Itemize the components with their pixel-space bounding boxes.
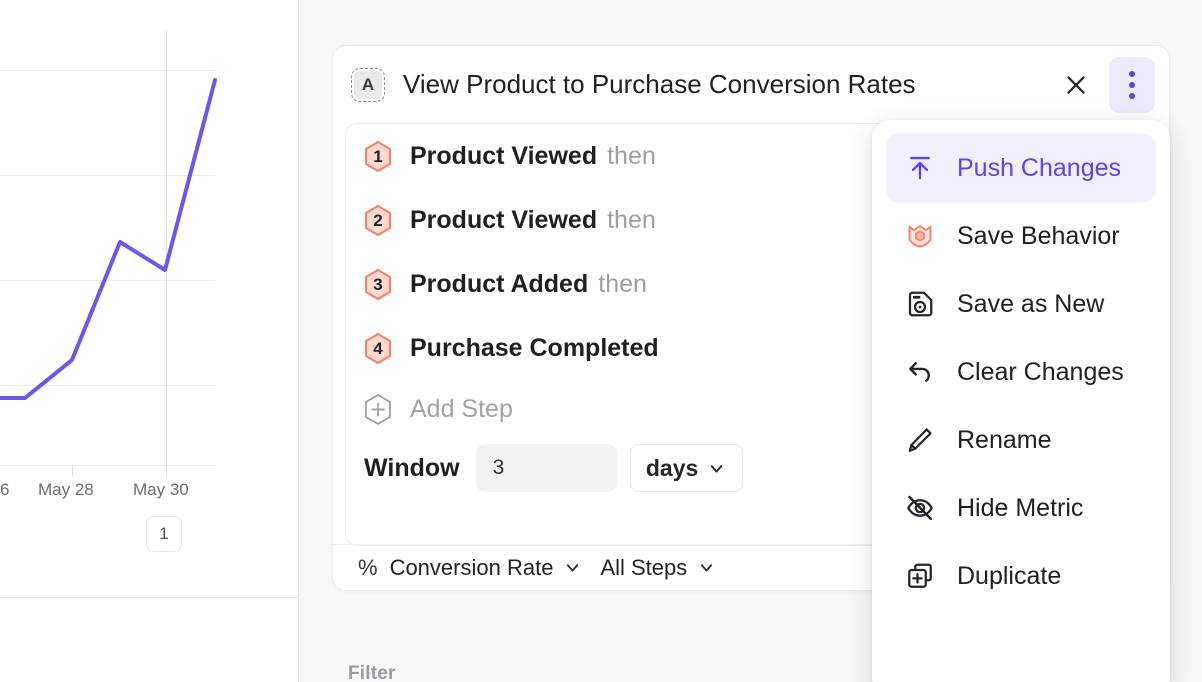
x-axis-tick-label: 6 xyxy=(0,480,10,499)
add-step-button[interactable]: Add Step xyxy=(346,380,1158,438)
step-event-label: Product Viewed xyxy=(410,205,598,234)
chart-gridlines xyxy=(0,70,215,466)
menu-item-clear-changes[interactable]: Clear Changes xyxy=(886,338,1156,406)
filter-section-label: Filter xyxy=(348,663,396,682)
metric-card-footer: % Conversion Rate All Steps xyxy=(333,544,1169,590)
window-value-input[interactable] xyxy=(475,444,617,492)
x-axis-tick-label: May 28 xyxy=(38,480,94,499)
step-number-hexagon-icon: 3 xyxy=(364,268,392,300)
metric-context-menu: Push Changes Save Behavior Save as N xyxy=(872,120,1170,682)
menu-item-label: Clear Changes xyxy=(957,357,1124,386)
chart-plot-area: 6 May 28 May 30 1 xyxy=(0,0,298,598)
menu-item-label: Push Changes xyxy=(957,153,1122,182)
menu-item-label: Duplicate xyxy=(957,561,1062,590)
metric-letter-badge[interactable]: A xyxy=(351,67,385,102)
window-label: Window xyxy=(364,453,460,482)
metric-card-header: A View Product to Purchase Conversion Ra… xyxy=(333,46,1169,123)
menu-item-push-changes[interactable]: Push Changes xyxy=(886,134,1156,202)
window-unit-label: days xyxy=(645,454,699,481)
close-button[interactable] xyxy=(1053,57,1099,113)
step-number-hexagon-icon: 1 xyxy=(364,140,392,172)
funnel-step-row[interactable]: 2 Product Viewed then xyxy=(346,188,1158,252)
step-number: 3 xyxy=(373,274,383,294)
floppy-disk-icon xyxy=(903,287,937,321)
chart-panel: 6 May 28 May 30 1 xyxy=(0,0,299,682)
metric-card-actions xyxy=(1053,56,1155,113)
chevron-down-icon xyxy=(567,564,579,572)
chart-x-ticks xyxy=(72,30,167,477)
kebab-menu-button[interactable] xyxy=(1109,56,1155,113)
shield-hexagon-icon xyxy=(903,219,937,253)
menu-item-duplicate[interactable]: Duplicate xyxy=(886,542,1156,610)
percent-symbol: % xyxy=(358,554,378,580)
x-axis-tick-label: May 30 xyxy=(133,480,189,499)
close-icon xyxy=(1067,75,1085,94)
metric-letter-badge-text: A xyxy=(354,70,382,99)
metric-card-title: View Product to Purchase Conversion Rate… xyxy=(403,69,916,99)
chart-series-line xyxy=(0,78,217,400)
window-unit-select[interactable]: days xyxy=(629,444,743,492)
pencil-icon xyxy=(903,423,937,457)
menu-item-save-as-new[interactable]: Save as New xyxy=(886,270,1156,338)
undo-arrow-icon xyxy=(903,355,937,389)
eye-off-icon xyxy=(903,491,937,525)
upload-arrow-icon xyxy=(903,151,937,185)
funnel-step-row[interactable]: 4 Purchase Completed xyxy=(346,316,1158,380)
menu-item-label: Save Behavior xyxy=(957,221,1120,250)
menu-item-label: Hide Metric xyxy=(957,493,1084,522)
step-event-label: Purchase Completed xyxy=(410,333,659,362)
metric-type-label: Conversion Rate xyxy=(389,554,554,580)
metric-scope-select[interactable]: All Steps xyxy=(600,555,716,581)
funnel-step-row[interactable]: 3 Product Added then xyxy=(346,252,1158,316)
menu-item-label: Save as New xyxy=(957,289,1105,318)
copy-plus-icon xyxy=(903,559,937,593)
step-number: 2 xyxy=(373,210,383,230)
step-connector-label: then xyxy=(598,269,647,298)
hexagon-plus-icon xyxy=(364,393,392,425)
line-chart xyxy=(0,30,217,477)
kebab-menu-icon xyxy=(1129,70,1135,99)
metric-scope-label: All Steps xyxy=(600,554,688,580)
menu-item-hide-metric[interactable]: Hide Metric xyxy=(886,474,1156,542)
menu-item-save-behavior[interactable]: Save Behavior xyxy=(886,202,1156,270)
step-event-label: Product Viewed xyxy=(410,141,598,170)
funnel-step-row[interactable]: 1 Product Viewed then xyxy=(346,124,1158,188)
step-number: 1 xyxy=(373,146,383,166)
menu-item-rename[interactable]: Rename xyxy=(886,406,1156,474)
chart-page-badge[interactable]: 1 xyxy=(146,516,182,552)
chevron-down-icon xyxy=(711,464,723,473)
step-connector-label: then xyxy=(607,205,656,234)
step-connector-label: then xyxy=(607,141,656,170)
conversion-window-row: Window days xyxy=(346,444,1158,492)
menu-item-label: Rename xyxy=(957,425,1052,454)
step-event-label: Product Added xyxy=(410,269,589,298)
step-number-hexagon-icon: 4 xyxy=(364,332,392,364)
step-number-hexagon-icon: 2 xyxy=(364,204,392,236)
chevron-down-icon xyxy=(701,564,713,572)
metric-type-select[interactable]: Conversion Rate xyxy=(390,555,583,581)
add-step-label: Add Step xyxy=(410,394,513,423)
step-number: 4 xyxy=(373,338,383,358)
